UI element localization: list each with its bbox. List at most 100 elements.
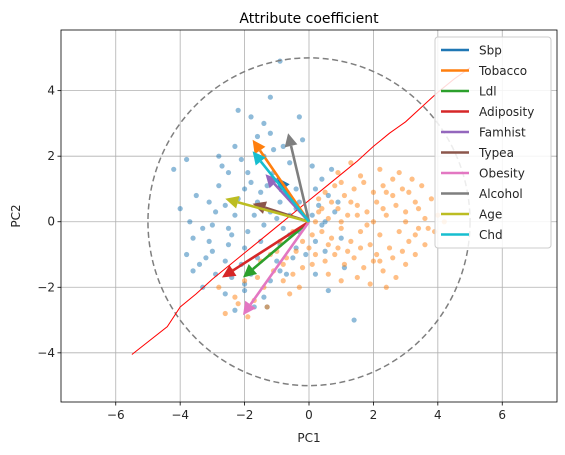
legend-label-chd: Chd: [479, 228, 503, 242]
class1-point: [380, 183, 385, 188]
y-tick-label: 0: [47, 215, 55, 229]
class1-point: [290, 272, 295, 277]
class0-point: [248, 180, 253, 185]
class1-point: [380, 268, 385, 273]
class0-point: [226, 242, 231, 247]
class0-point: [287, 160, 292, 165]
class1-point: [323, 190, 328, 195]
class0-point: [239, 157, 244, 162]
class0-point: [242, 245, 247, 250]
class0-point: [351, 317, 356, 322]
class1-point: [236, 301, 241, 306]
y-tick-label: −2: [37, 280, 55, 294]
class1-point: [400, 249, 405, 254]
class1-point: [397, 229, 402, 234]
class1-point: [335, 170, 340, 175]
class1-point: [413, 252, 418, 257]
class0-point: [245, 229, 250, 234]
class1-point: [374, 199, 379, 204]
class0-point: [277, 199, 282, 204]
class1-point: [232, 295, 237, 300]
class0-point: [210, 249, 215, 254]
legend-label-adiposity: Adiposity: [479, 105, 534, 119]
class0-point: [178, 206, 183, 211]
class0-point: [232, 213, 237, 218]
class0-point: [268, 95, 273, 100]
x-axis-label: PC1: [297, 431, 320, 445]
class1-point: [297, 285, 302, 290]
class1-point: [313, 252, 318, 257]
class1-point: [358, 245, 363, 250]
class0-point: [274, 216, 279, 221]
class1-point: [422, 216, 427, 221]
y-axis-label: PC2: [9, 204, 23, 227]
class0-point: [226, 226, 231, 231]
class0-point: [223, 258, 228, 263]
class1-point: [426, 226, 431, 231]
legend-label-ldl: Ldl: [479, 85, 497, 99]
class1-point: [380, 206, 385, 211]
class1-point: [409, 177, 414, 182]
legend-label-sbp: Sbp: [479, 44, 502, 58]
class1-point: [413, 199, 418, 204]
class1-point: [384, 190, 389, 195]
class1-point: [335, 206, 340, 211]
class0-point: [294, 186, 299, 191]
class0-point: [339, 236, 344, 241]
class0-point: [277, 268, 282, 273]
class1-point: [300, 265, 305, 270]
class1-point: [323, 258, 328, 263]
class0-point: [326, 288, 331, 293]
y-tick-label: −4: [37, 346, 55, 360]
y-tick-label: 4: [47, 84, 55, 98]
class1-point: [265, 304, 270, 309]
class1-point: [390, 255, 395, 260]
class1-point: [371, 258, 376, 263]
class1-point: [351, 186, 356, 191]
class1-point: [223, 311, 228, 316]
x-tick-label: −4: [171, 408, 189, 422]
legend-label-obesity: Obesity: [479, 167, 525, 181]
class1-point: [406, 239, 411, 244]
class1-point: [416, 226, 421, 231]
legend-label-famhist: Famhist: [479, 126, 526, 140]
class0-point: [242, 186, 247, 191]
class1-point: [393, 275, 398, 280]
class1-point: [287, 291, 292, 296]
class1-point: [364, 222, 369, 227]
class0-point: [184, 157, 189, 162]
class1-point: [371, 219, 376, 224]
legend: Sbp Tobacco Ldl Adiposity Famhist Typea Obesit…: [435, 37, 551, 248]
class0-point: [232, 144, 237, 149]
class1-point: [332, 252, 337, 257]
class1-point: [355, 275, 360, 280]
class0-point: [271, 147, 276, 152]
class1-point: [384, 213, 389, 218]
class0-point: [303, 252, 308, 257]
class1-point: [358, 173, 363, 178]
class0-point: [219, 163, 224, 168]
class1-point: [332, 183, 337, 188]
class1-point: [294, 249, 299, 254]
class1-point: [316, 196, 321, 201]
class1-point: [422, 242, 427, 247]
class1-point: [384, 285, 389, 290]
class1-point: [403, 209, 408, 214]
class0-point: [284, 272, 289, 277]
class1-point: [377, 258, 382, 263]
class1-point: [419, 183, 424, 188]
class1-point: [319, 229, 324, 234]
x-tick-label: −2: [236, 408, 254, 422]
class1-point: [348, 199, 353, 204]
class0-point: [300, 137, 305, 142]
class0-point: [258, 190, 263, 195]
class1-point: [329, 199, 334, 204]
x-tick-label: 2: [370, 408, 378, 422]
class0-point: [184, 252, 189, 257]
legend-label-tobacco: Tobacco: [478, 64, 527, 78]
class1-point: [310, 232, 315, 237]
class0-point: [313, 272, 318, 277]
class1-point: [355, 213, 360, 218]
class0-point: [261, 295, 266, 300]
